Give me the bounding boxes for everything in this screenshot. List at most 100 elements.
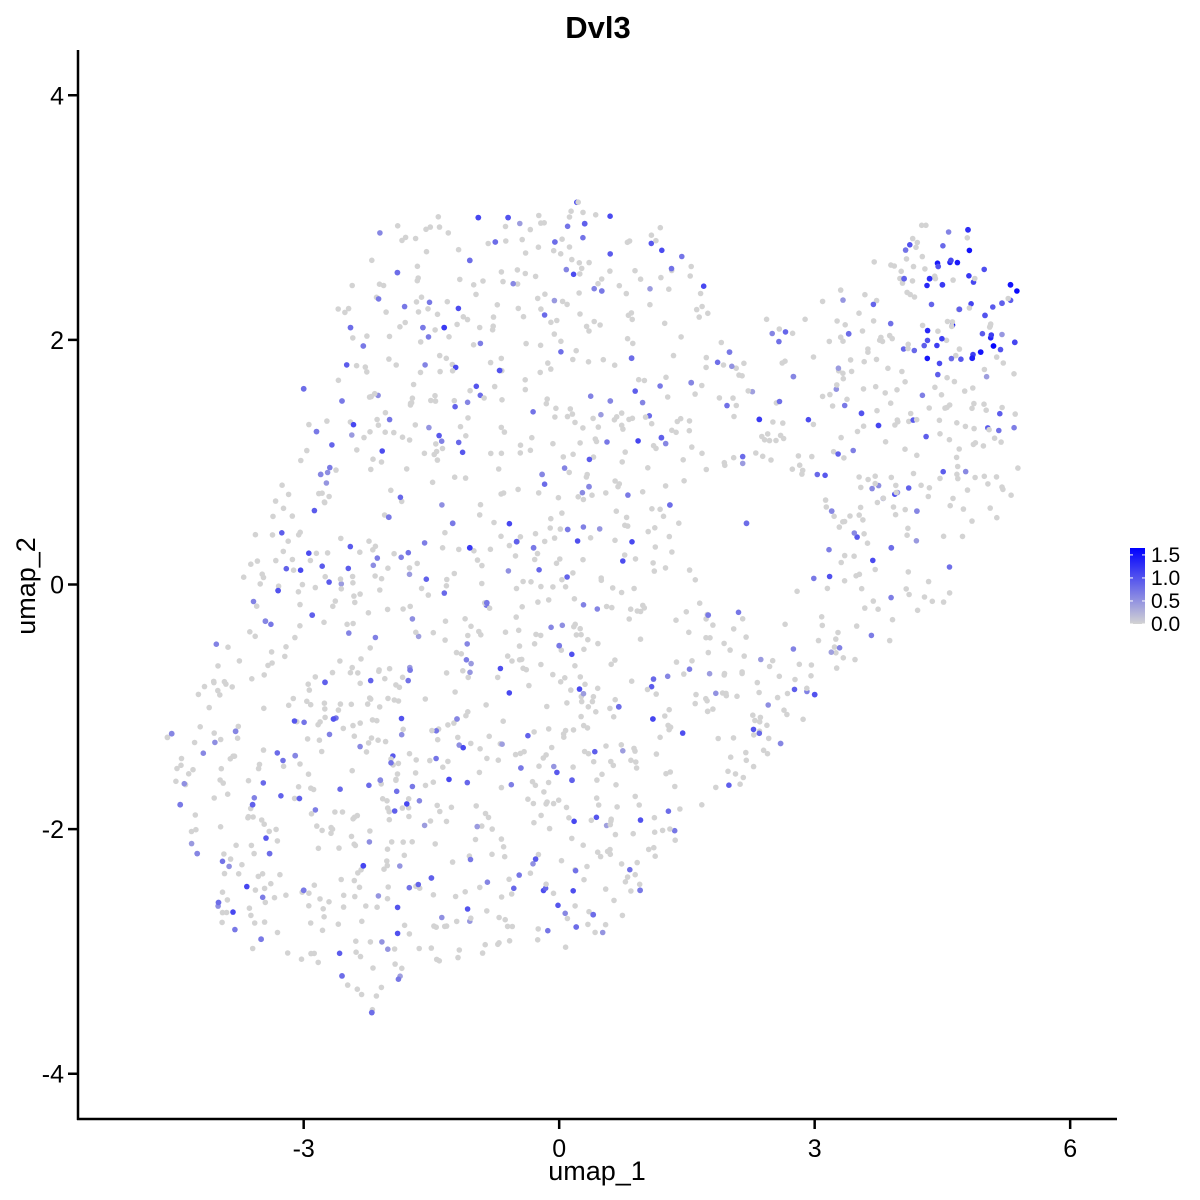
cell-point (421, 540, 428, 546)
cell-point (731, 413, 737, 420)
cell-point (501, 429, 508, 435)
cell-point (714, 359, 721, 366)
cell-point (541, 481, 548, 488)
cell-point (792, 676, 798, 683)
cell-point (324, 469, 331, 476)
cell-point (637, 636, 644, 642)
cell-point (776, 398, 783, 405)
cell-point (535, 244, 542, 250)
cell-point (570, 727, 577, 733)
cell-point (386, 356, 392, 362)
cell-point (353, 949, 359, 955)
cell-point (981, 401, 987, 408)
cell-point (255, 873, 262, 880)
cell-point (955, 475, 961, 482)
cell-point (454, 716, 460, 722)
cell-point (285, 491, 292, 498)
cell-point (672, 783, 678, 790)
cell-point (376, 704, 383, 710)
cell-point (581, 220, 588, 227)
cell-point (314, 823, 320, 829)
cell-point (572, 663, 578, 669)
cell-point (577, 440, 583, 446)
cell-point (422, 362, 428, 368)
cell-point (669, 549, 675, 555)
cell-point (412, 422, 419, 428)
cell-point (467, 856, 474, 863)
cell-point (483, 599, 490, 606)
cell-point (349, 767, 356, 774)
cell-point (907, 242, 913, 248)
cell-point (628, 757, 634, 764)
cell-point (610, 762, 617, 769)
cell-point (854, 534, 860, 540)
cell-point (703, 354, 710, 361)
cell-point (618, 589, 625, 596)
cell-point (476, 324, 483, 331)
cell-point (305, 681, 312, 687)
cell-point (430, 779, 437, 785)
cell-point (496, 914, 502, 921)
cell-point (174, 765, 180, 772)
cell-point (988, 332, 995, 338)
cell-point (482, 810, 489, 817)
cell-point (671, 827, 678, 834)
cell-point (351, 733, 358, 739)
cell-point (853, 623, 860, 629)
cell-point (279, 482, 285, 489)
cell-point (924, 355, 931, 362)
cell-point (326, 899, 332, 905)
cell-point (539, 471, 545, 478)
cell-point (644, 686, 651, 693)
cell-point (223, 909, 230, 916)
cell-point (504, 923, 511, 930)
cell-point (609, 585, 616, 591)
cell-point (562, 944, 569, 950)
cell-point (569, 411, 576, 417)
cell-point (215, 687, 221, 694)
cell-point (285, 538, 292, 544)
cell-point (503, 238, 509, 244)
cell-point (168, 730, 175, 737)
cell-point (822, 472, 828, 479)
cell-point (862, 605, 868, 611)
cell-point (570, 271, 577, 278)
cell-point (902, 506, 908, 513)
cell-point (688, 379, 695, 386)
cell-point (513, 538, 520, 545)
cell-point (911, 347, 918, 354)
cell-point (394, 771, 401, 777)
cell-point (770, 419, 776, 425)
cell-point (219, 919, 225, 926)
cell-point (557, 679, 564, 685)
cell-point (456, 742, 463, 748)
cell-point (321, 499, 328, 505)
cell-point (321, 700, 328, 706)
cell-point (534, 550, 541, 557)
cell-point (466, 544, 473, 551)
cell-point (492, 239, 499, 245)
cell-point (255, 765, 262, 772)
cell-point (611, 362, 618, 369)
cell-point (538, 583, 544, 590)
cell-point (538, 220, 544, 226)
cell-point (802, 316, 808, 323)
cell-point (925, 493, 932, 500)
cell-point (859, 328, 866, 334)
cell-point (860, 386, 867, 392)
cell-point (513, 585, 520, 592)
cell-point (666, 533, 673, 540)
cell-point (477, 746, 483, 752)
cell-point (245, 813, 252, 820)
cell-point (937, 431, 943, 437)
cell-point (608, 661, 614, 668)
cell-point (210, 678, 217, 685)
cell-point (733, 402, 740, 409)
cell-point (759, 453, 766, 460)
cell-point (558, 349, 564, 355)
cell-point (217, 692, 223, 698)
cell-point (337, 576, 344, 582)
cell-point (484, 755, 490, 762)
cell-point (532, 530, 539, 537)
cell-point (703, 695, 709, 702)
